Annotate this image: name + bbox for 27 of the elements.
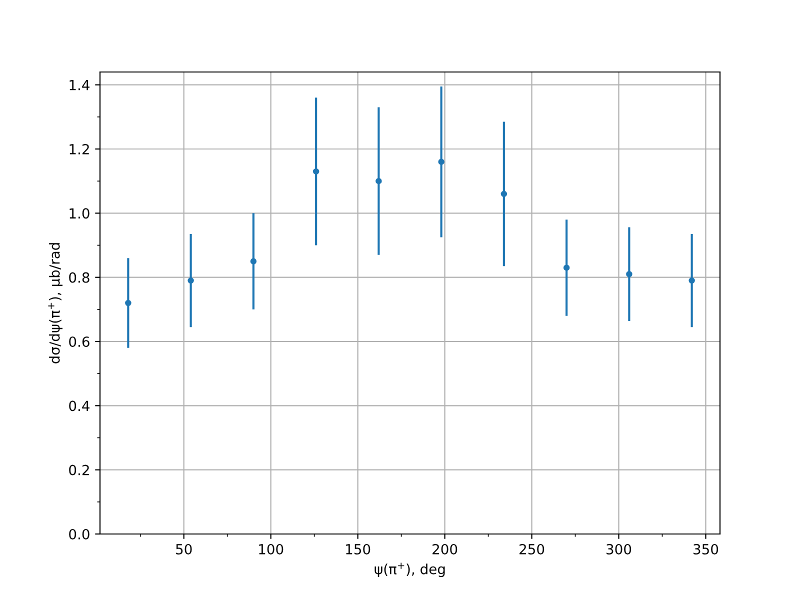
x-tick-label: 50	[176, 544, 192, 554]
y-tick-label: 0.8	[69, 272, 90, 283]
point	[438, 158, 444, 165]
x-tick-label: 250	[520, 544, 544, 554]
y-tick-label: 0.4	[69, 400, 90, 412]
point	[688, 277, 695, 284]
point	[376, 178, 382, 184]
x-tick-label: 100	[259, 544, 284, 554]
x-tick-label: 200	[432, 544, 458, 554]
y-axis-title: dσ/dψ(π$^{+}$), μb/rad	[48, 243, 62, 364]
y-tick-label: 1.0	[70, 208, 90, 219]
point	[125, 300, 132, 306]
y-tick-label: 0.6	[69, 336, 90, 347]
y-tick-label: 0.2	[69, 464, 89, 476]
point	[626, 271, 632, 278]
x-tick-label: 300	[606, 544, 632, 554]
y-tick-label: 1.4	[70, 80, 90, 90]
point	[250, 258, 257, 264]
x-tick-label: 350	[694, 544, 718, 554]
x-tick-label: 150	[346, 544, 370, 554]
point	[188, 277, 194, 284]
point	[500, 190, 508, 198]
point	[563, 264, 570, 271]
point	[312, 168, 320, 175]
y-tick-label: 1.2	[70, 144, 89, 154]
y-tick-label: 0.0	[69, 528, 90, 540]
x-axis-title: ψ(π$^{+}$), deg	[374, 562, 445, 578]
